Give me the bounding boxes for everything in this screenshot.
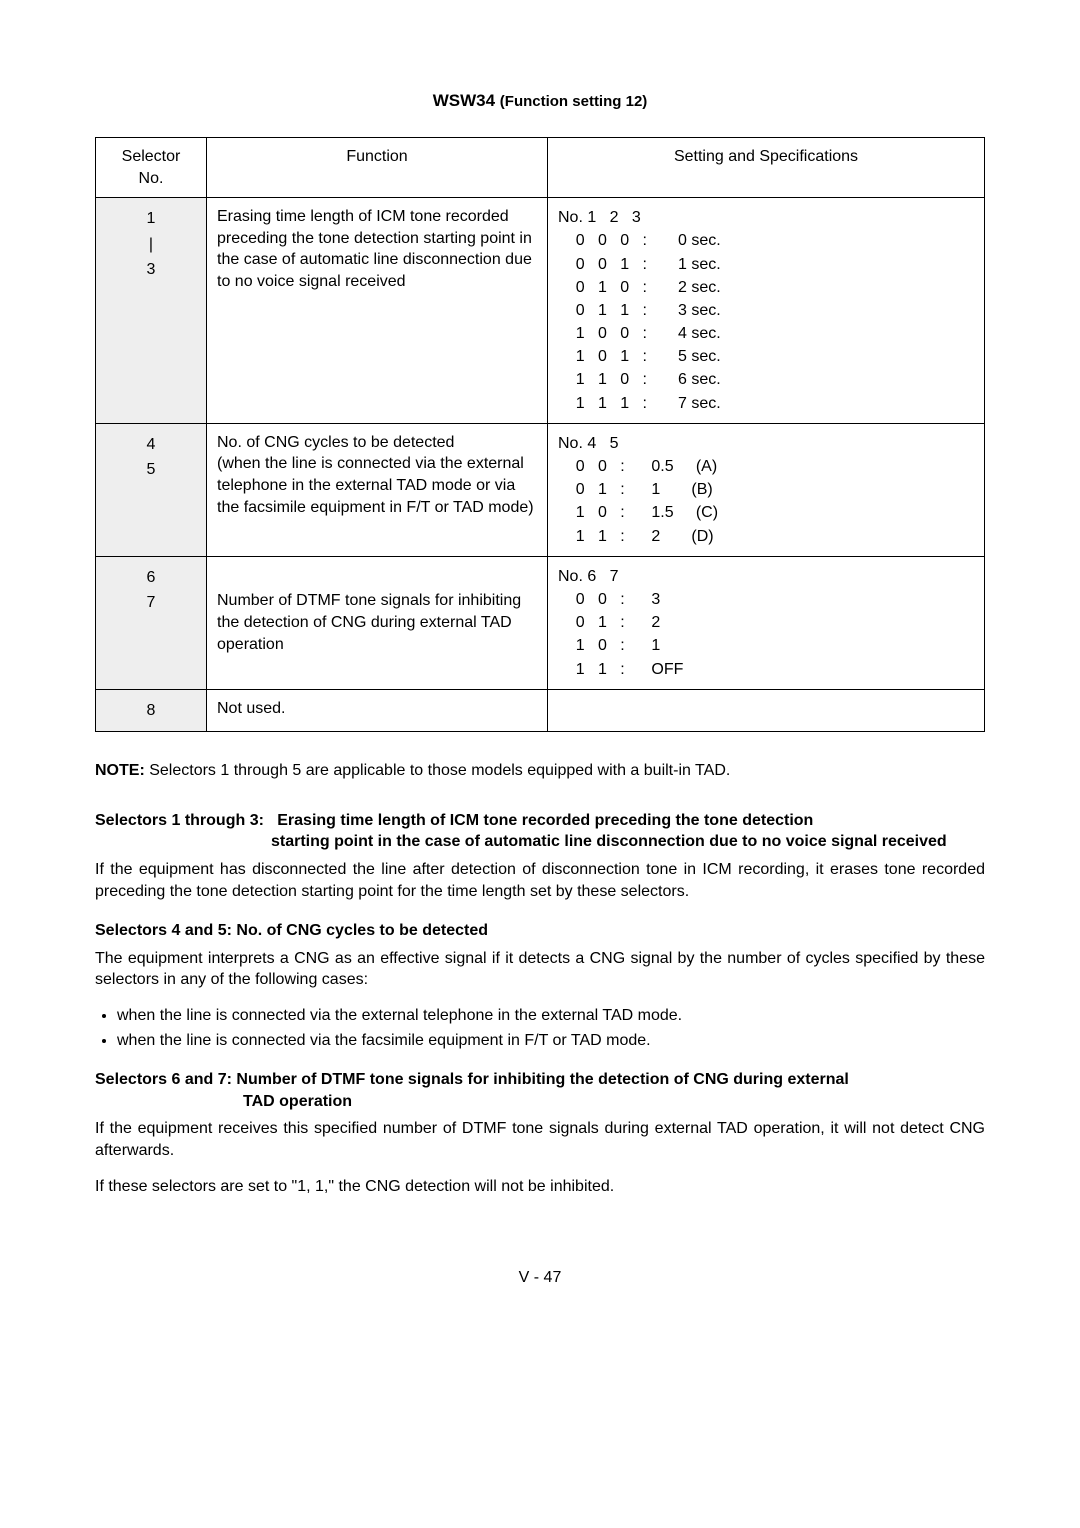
note-label: NOTE: bbox=[95, 762, 145, 779]
section3-body1: If the equipment receives this specified… bbox=[95, 1118, 985, 1161]
selector-cell: 8 bbox=[96, 689, 207, 732]
page-number: V - 47 bbox=[95, 1267, 985, 1289]
section2-body: The equipment interprets a CNG as an eff… bbox=[95, 948, 985, 991]
function-cell: Number of DTMF tone signals for inhibiti… bbox=[207, 556, 548, 689]
settings-cell: No. 4 5 0 0 : 0.5 (A) 0 1 : 1 (B) 1 0 : … bbox=[548, 423, 985, 556]
section2-bullets: when the line is connected via the exter… bbox=[117, 1005, 985, 1051]
section1-title-part: Erasing time length of ICM tone recorded… bbox=[264, 812, 813, 829]
section1-body: If the equipment has disconnected the li… bbox=[95, 859, 985, 902]
function-cell: Erasing time length of ICM tone recorded… bbox=[207, 198, 548, 424]
page-title: WSW34 (Function setting 12) bbox=[95, 90, 985, 113]
col-settings: Setting and Specifications bbox=[548, 137, 985, 197]
section1-lead: Selectors 1 through 3: bbox=[95, 810, 264, 832]
page: WSW34 (Function setting 12) Selector No.… bbox=[0, 0, 1080, 1349]
section3-title-cont: TAD operation bbox=[243, 1091, 985, 1113]
col-function: Function bbox=[207, 137, 548, 197]
section3-heading: Selectors 6 and 7: Number of DTMF tone s… bbox=[95, 1069, 985, 1112]
section3-body2: If these selectors are set to "1, 1," th… bbox=[95, 1176, 985, 1198]
selector-cell: 6 7 bbox=[96, 556, 207, 689]
note-text: Selectors 1 through 5 are applicable to … bbox=[145, 762, 731, 779]
list-item: when the line is connected via the facsi… bbox=[117, 1030, 985, 1052]
table-row: 1 | 3 Erasing time length of ICM tone re… bbox=[96, 198, 985, 424]
section2-heading: Selectors 4 and 5: No. of CNG cycles to … bbox=[95, 920, 985, 942]
code-block: No. 6 7 0 0 : 3 0 1 : 2 1 0 : 1 1 1 : OF… bbox=[558, 565, 974, 681]
function-rest: (when the line is connected via the exte… bbox=[217, 453, 537, 518]
code-block: No. 4 5 0 0 : 0.5 (A) 0 1 : 1 (B) 1 0 : … bbox=[558, 432, 974, 548]
section3-lead: Selectors 6 and 7: bbox=[95, 1071, 236, 1088]
selector-cell: 1 | 3 bbox=[96, 198, 207, 424]
selector-cell: 4 5 bbox=[96, 423, 207, 556]
function-cell: No. of CNG cycles to be detected (when t… bbox=[207, 423, 548, 556]
function-cell: Not used. bbox=[207, 689, 548, 732]
table-row: 8 Not used. bbox=[96, 689, 985, 732]
list-item: when the line is connected via the exter… bbox=[117, 1005, 985, 1027]
title-sub: (Function setting 12) bbox=[500, 93, 648, 110]
settings-table: Selector No. Function Setting and Specif… bbox=[95, 137, 985, 732]
col-selector: Selector No. bbox=[96, 137, 207, 197]
table-row: 6 7 Number of DTMF tone signals for inhi… bbox=[96, 556, 985, 689]
code-block: No. 1 2 3 0 0 0 : 0 sec. 0 0 1 : 1 sec. … bbox=[558, 206, 974, 415]
table-row: 4 5 No. of CNG cycles to be detected (wh… bbox=[96, 423, 985, 556]
title-main: WSW34 bbox=[433, 91, 500, 110]
table-header-row: Selector No. Function Setting and Specif… bbox=[96, 137, 985, 197]
section3-title-part: Number of DTMF tone signals for inhibiti… bbox=[236, 1071, 848, 1088]
section1-heading: Selectors 1 through 3: Erasing time leng… bbox=[95, 810, 985, 853]
settings-cell bbox=[548, 689, 985, 732]
settings-cell: No. 1 2 3 0 0 0 : 0 sec. 0 0 1 : 1 sec. … bbox=[548, 198, 985, 424]
function-line1: No. of CNG cycles to be detected bbox=[217, 432, 537, 454]
note-line: NOTE: Selectors 1 through 5 are applicab… bbox=[95, 760, 985, 782]
section1-title-cont: starting point in the case of automatic … bbox=[271, 831, 985, 853]
settings-cell: No. 6 7 0 0 : 3 0 1 : 2 1 0 : 1 1 1 : OF… bbox=[548, 556, 985, 689]
